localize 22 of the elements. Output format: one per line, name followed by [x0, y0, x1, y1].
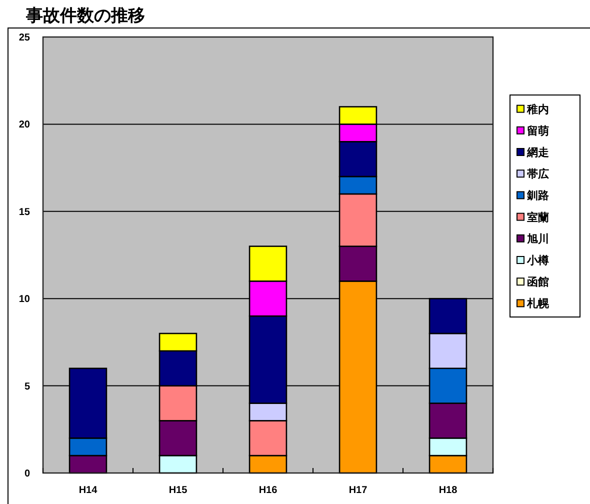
y-tick-label: 15 [18, 206, 30, 218]
legend-label: 網走 [526, 146, 549, 159]
x-tick-label: H15 [168, 485, 188, 496]
legend-label: 留萌 [527, 124, 549, 138]
y-tick-label: 10 [18, 294, 30, 306]
x-tick-label: H16 [258, 485, 278, 496]
x-tick-label: H17 [348, 485, 368, 496]
legend-label: 帯広 [527, 168, 549, 181]
legend-label: 小樽 [526, 254, 549, 267]
y-tick-label: 20 [18, 120, 30, 131]
legend-label: 釧路 [526, 189, 549, 202]
y-tick-label: 0 [24, 468, 30, 480]
legend-label: 室蘭 [527, 210, 549, 224]
legend-label: 稚内 [526, 102, 549, 116]
y-tick-label: 5 [24, 381, 30, 392]
y-tick-label: 25 [18, 32, 30, 44]
legend-label: 函館 [527, 276, 549, 289]
legend-label: 札幌 [526, 297, 550, 310]
legend-label: 旭川 [526, 232, 549, 246]
chart-title: 事故件数の推移 [25, 6, 145, 25]
x-tick-label: H14 [78, 485, 98, 496]
x-tick-label: H18 [438, 485, 458, 496]
